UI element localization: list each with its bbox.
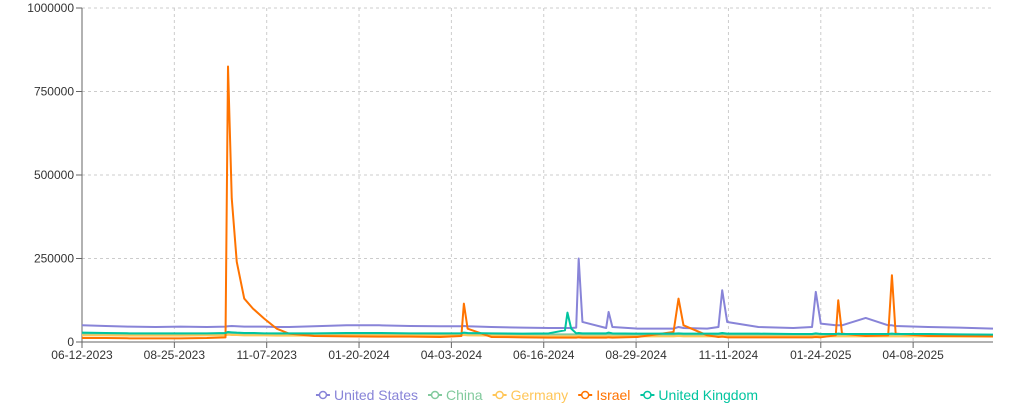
x-tick-label: 01-24-2025 — [790, 348, 852, 362]
legend-label: United States — [334, 387, 418, 403]
x-tick-label: 11-07-2023 — [236, 348, 297, 362]
x-tick-label: 06-16-2024 — [513, 348, 575, 362]
legend-item: United Kingdom — [640, 387, 758, 403]
y-tick-label: 500000 — [34, 168, 74, 182]
series-line — [81, 311, 994, 336]
legend-item: Israel — [578, 387, 630, 403]
y-tick-label: 1000000 — [27, 1, 74, 15]
x-tick-label: 04-03-2024 — [421, 348, 483, 362]
legend-icon-dot — [580, 390, 590, 400]
legend-item: United States — [315, 387, 418, 403]
series-line — [81, 257, 994, 330]
y-tick-label: 0 — [67, 335, 74, 349]
legend: United States China Germany Israel United Ki… — [315, 387, 758, 403]
legend-icon-dot — [430, 390, 440, 400]
legend-label: United Kingdom — [658, 387, 758, 403]
x-tick-label: 01-20-2024 — [328, 348, 390, 362]
series-line — [82, 65, 994, 340]
legend-label: Germany — [511, 387, 569, 403]
x-tick-label: 08-29-2024 — [605, 348, 667, 362]
legend-label: China — [446, 387, 483, 403]
x-tick-label: 11-11-2024 — [699, 348, 759, 362]
legend-icon-dot — [495, 390, 504, 400]
legend-icon-dot — [643, 390, 652, 400]
x-tick-label: 04-08-2025 — [882, 348, 944, 362]
y-tick-label: 750000 — [34, 85, 74, 99]
x-tick-label: 06-12-2023 — [51, 348, 113, 362]
legend-icon-dot — [318, 390, 328, 400]
legend-item: Germany — [492, 387, 569, 403]
legend-label: Israel — [596, 387, 630, 403]
legend-item: China — [428, 387, 483, 403]
x-tick-label: 08-25-2023 — [144, 348, 206, 362]
y-tick-label: 250000 — [34, 252, 74, 266]
